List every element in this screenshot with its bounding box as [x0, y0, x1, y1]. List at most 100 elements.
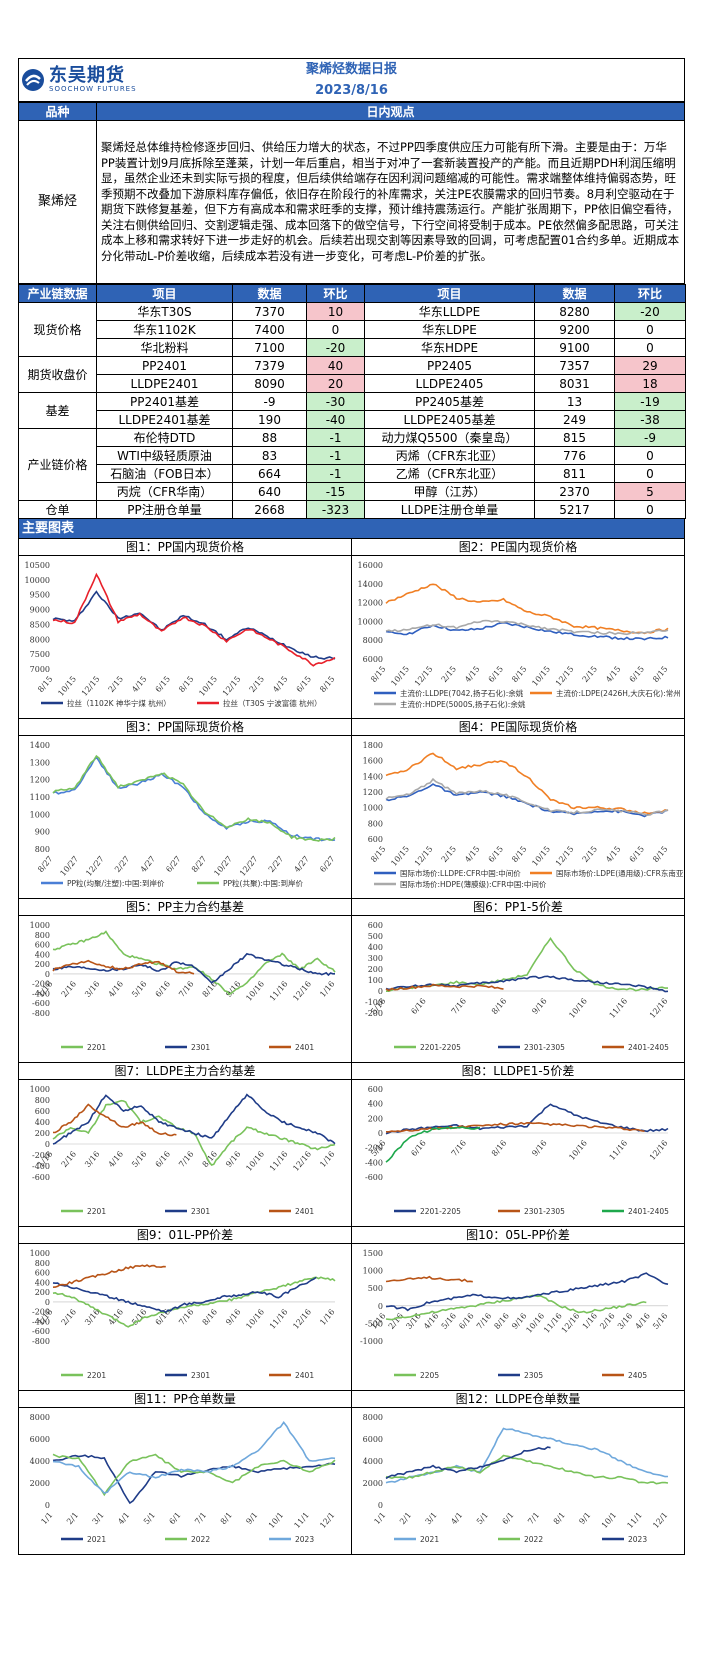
value-right: 2370	[534, 482, 615, 501]
chart-title: 图10：05L-PP价差	[352, 1227, 684, 1244]
x-tick-label: 8/27	[36, 855, 54, 875]
item-left: 华北粉料	[96, 338, 233, 357]
y-tick-label: -500	[365, 1319, 383, 1328]
row-category: 仓单	[18, 500, 97, 519]
item-right: LLDPE2405基差	[364, 410, 535, 429]
item-right: PP2405	[364, 356, 535, 375]
value-right: 776	[534, 446, 615, 465]
legend-label: PP粒(均聚/注塑):中国:到岸价	[67, 878, 165, 888]
x-tick-label: 12/15	[80, 675, 102, 698]
y-tick-label: 1000	[30, 921, 50, 930]
x-tick-label: 4/15	[604, 845, 622, 865]
y-tick-label: 1000	[363, 804, 383, 813]
chart-7: 图7：LLDPE主力合约基差 1000 800 600 400 200 0 -200 -400 -…	[19, 1063, 352, 1227]
x-tick-label: 7/16	[475, 1311, 493, 1331]
y-tick-label: 800	[35, 1096, 50, 1105]
value-right: 811	[534, 464, 615, 483]
x-tick-label: 1/16	[369, 1311, 387, 1331]
report-date: 2023/8/16	[315, 83, 388, 98]
brand-logo: 东吴期货 SOOCHOW FUTURES	[19, 59, 149, 101]
legend-label: 主流价:HDPE(5000S,扬子石化):余姚	[400, 699, 526, 709]
x-tick-label: 3/1	[91, 1511, 106, 1527]
legend-label: 2305	[524, 1371, 543, 1380]
y-tick-label: 200	[35, 1129, 50, 1138]
change-left: 10	[306, 302, 365, 321]
x-tick-label: 6/15	[628, 845, 646, 865]
chart-plot: 8000 6000 4000 2000 01/1 2/1 3/1 4/1 5/1 6/1 7/1 8/…	[363, 1413, 670, 1544]
table-header-0: 产业链数据	[18, 284, 97, 303]
y-tick-label: -1000	[360, 1337, 383, 1346]
y-tick-label: 600	[368, 835, 383, 844]
x-tick-label: 10/15	[389, 665, 411, 688]
legend-label: 2022	[191, 1535, 210, 1544]
change-left: -30	[306, 392, 365, 411]
x-tick-label: 12/27	[238, 855, 260, 878]
y-tick-label: -400	[32, 1162, 50, 1171]
x-tick-label: 7/16	[177, 979, 195, 999]
y-tick-label: 1300	[30, 758, 50, 767]
x-tick-label: 2/1	[398, 1511, 413, 1527]
y-tick-label: 0	[378, 1302, 383, 1311]
y-tick-label: -400	[32, 989, 50, 998]
item-right: 乙烯（CFR东北亚）	[364, 464, 535, 483]
change-right: 18	[614, 374, 686, 393]
x-tick-label: 12/16	[560, 1311, 582, 1334]
table-header-5: 数据	[534, 284, 615, 303]
x-tick-label: 5/16	[130, 1150, 148, 1170]
x-tick-label: 6/15	[487, 665, 505, 685]
legend-label: 2021	[87, 1535, 106, 1544]
change-right: 0	[614, 338, 686, 357]
row-category: 现货价格	[18, 302, 97, 357]
y-tick-label: -100	[365, 998, 383, 1007]
series-line	[385, 1454, 669, 1485]
y-tick-label: 4000	[363, 1457, 383, 1466]
change-right: -20	[614, 302, 686, 321]
y-tick-label: 200	[368, 1114, 383, 1123]
row-category: 基差	[18, 392, 97, 429]
series-line	[385, 1427, 669, 1484]
x-tick-label: 8/15	[651, 665, 669, 685]
y-tick-label: 8000	[30, 635, 50, 644]
change-left: -1	[306, 428, 365, 447]
x-tick-label: 4/15	[130, 675, 148, 695]
series-line	[52, 952, 335, 984]
value-right: 249	[534, 410, 615, 429]
y-tick-label: 1100	[30, 793, 50, 802]
legend-label: 2201	[87, 1043, 106, 1052]
x-tick-label: 8/15	[510, 845, 528, 865]
table-header-6: 环比	[614, 284, 686, 303]
x-tick-label: 10/15	[530, 845, 552, 868]
legend-label: 国际市场价:HDPE(薄膜级):CFR中国:中间价	[400, 879, 547, 889]
y-tick-label: 2000	[363, 1479, 383, 1488]
y-tick-label: 500	[368, 1284, 383, 1293]
chart-title: 图2：PE国内现货价格	[352, 539, 684, 556]
series-line	[52, 959, 195, 975]
y-tick-label: 900	[35, 828, 50, 837]
x-tick-label: 11/16	[268, 1150, 290, 1173]
x-tick-label: 8/15	[36, 675, 54, 695]
x-tick-label: 8/27	[190, 855, 208, 875]
x-tick-label: 7/1	[526, 1511, 541, 1527]
view-header-view: 日内观点	[96, 102, 685, 121]
legend-label: 2401	[295, 1207, 314, 1216]
legend-label: 2201-2205	[420, 1043, 461, 1052]
series-line	[385, 619, 669, 636]
item-right: 华东LDPE	[364, 320, 535, 339]
x-tick-label: 6/16	[154, 1150, 172, 1170]
chart-11: 图11：PP仓单数量 8000 6000 4000 2000 0 1/1 2/1 3/1 4/1 5…	[19, 1391, 352, 1555]
y-tick-label: 0	[378, 1129, 383, 1138]
x-tick-label: 12/1	[318, 1511, 336, 1531]
y-tick-label: 12000	[358, 599, 383, 608]
x-tick-label: 8/16	[201, 1307, 219, 1327]
y-tick-label: 1200	[30, 776, 50, 785]
chart-plot: 8000 6000 4000 2000 01/1 2/1 3/1 4/1 5/1 6/1 7/1 8/…	[30, 1413, 337, 1544]
brand-name-en: SOOCHOW FUTURES	[49, 84, 137, 93]
chart-title: 图6：PP1-5价差	[352, 899, 684, 916]
y-tick-label: 1400	[30, 741, 50, 750]
y-tick-label: -400	[365, 1158, 383, 1167]
x-tick-label: 12/27	[84, 855, 106, 878]
y-tick-label: 10000	[358, 617, 383, 626]
y-tick-label: 600	[368, 1085, 383, 1094]
legend-label: 2401-2405	[628, 1043, 669, 1052]
y-tick-label: -800	[32, 1009, 50, 1018]
